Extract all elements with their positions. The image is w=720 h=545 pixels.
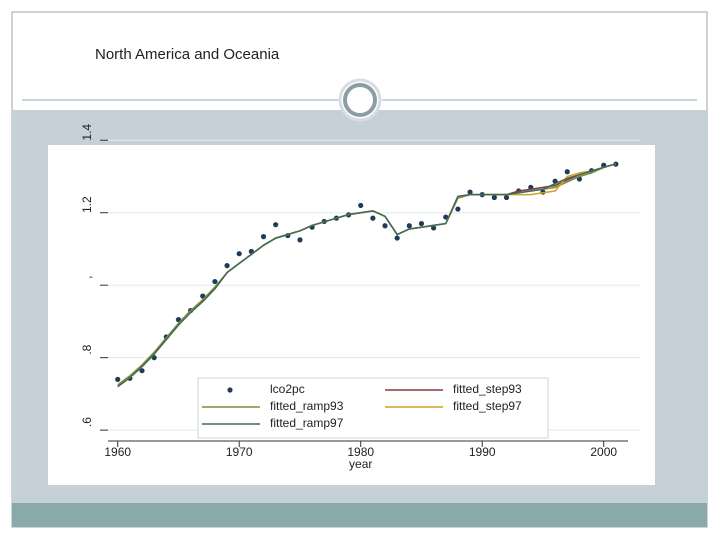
data-point (394, 235, 400, 241)
data-point (564, 169, 570, 175)
data-point (443, 214, 449, 220)
data-point (455, 206, 461, 212)
data-point (406, 223, 412, 229)
legend-label: lco2pc (270, 382, 305, 396)
data-point (358, 202, 364, 209)
divider-ornament (343, 83, 377, 117)
legend-label: fitted_ramp93 (270, 399, 344, 413)
data-point (139, 368, 145, 374)
y-tick-label: 1.4 (80, 124, 94, 141)
legend-marker (227, 387, 233, 393)
data-point (431, 225, 437, 231)
plot: .6 .8, 1.2 1.4 1960 1970 1980 1990 2000 year lco2p… (80, 124, 640, 471)
legend-label: fitted_ramp97 (270, 416, 344, 430)
legend-box (197, 377, 549, 439)
slide-title: North America and Oceania (95, 46, 280, 63)
data-point (260, 234, 267, 240)
fitted-line (117, 163, 617, 388)
y-tick-label: 1.2 (80, 196, 94, 213)
data-point (382, 223, 388, 229)
y-tick-label: .6 (80, 417, 94, 427)
legend-label: fitted_step97 (453, 399, 522, 413)
data-point (212, 278, 218, 285)
x-tick-label: 1970 (226, 445, 253, 459)
data-point (236, 251, 242, 257)
footer-bar (12, 503, 707, 527)
data-point (418, 220, 425, 227)
x-tick-label: 1990 (469, 445, 496, 459)
x-axis-label: year (349, 457, 372, 471)
x-tick-label: 1960 (104, 445, 131, 459)
data-point (115, 376, 121, 382)
data-point (273, 222, 279, 228)
legend-label: fitted_step93 (453, 382, 522, 396)
data-point (224, 263, 230, 269)
data-point (491, 194, 497, 201)
data-point (467, 189, 473, 195)
data-point (503, 194, 510, 201)
y-tick-label: .8 (80, 344, 94, 354)
y-tick-label: , (80, 276, 94, 279)
data-point (370, 215, 376, 221)
x-tick-label: 2000 (590, 445, 617, 459)
data-point (297, 237, 303, 243)
x-tick-label: 1980 (347, 445, 374, 459)
